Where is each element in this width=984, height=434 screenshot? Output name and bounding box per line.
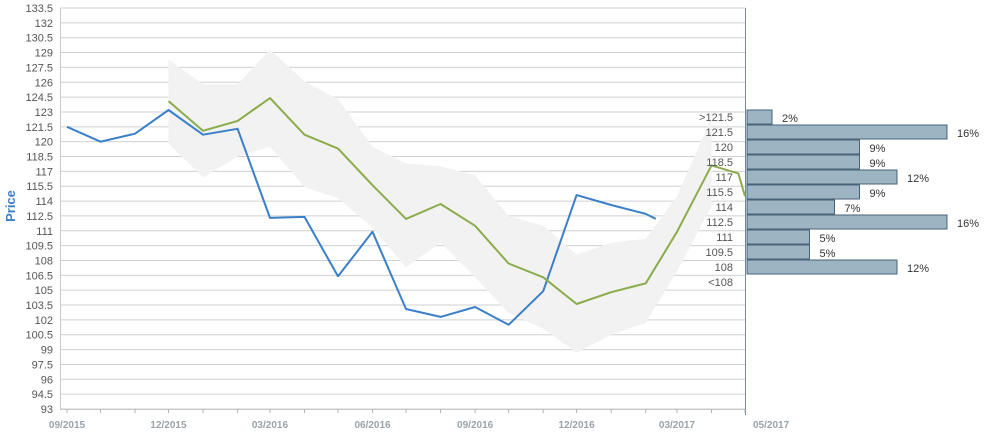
y-axis-label: Price <box>3 190 18 222</box>
histogram-percent-label: 16% <box>957 218 979 230</box>
histogram-bar <box>746 259 898 275</box>
histogram-percent-label: 5% <box>820 248 836 260</box>
histogram-percent-label: 12% <box>907 263 929 275</box>
y-tick-label: 97.5 <box>32 359 53 371</box>
histogram-bar <box>746 229 810 245</box>
y-tick-label: 108 <box>35 255 53 267</box>
y-tick-label: 111 <box>36 226 53 238</box>
x-tick-label: 03/2016 <box>252 420 289 431</box>
histogram-percent-label: 9% <box>870 188 886 200</box>
histogram-bar <box>746 244 810 260</box>
y-tick-label: 112.5 <box>26 211 53 223</box>
y-tick-label: 123 <box>35 107 53 119</box>
histogram-bar <box>746 184 860 200</box>
histogram-bin-label: 111 <box>716 232 733 244</box>
histogram-bin-label: 115.5 <box>706 187 733 199</box>
y-tick-label: 114 <box>35 196 53 208</box>
histogram-bin-label: 109.5 <box>705 247 733 259</box>
histogram-bin-label: 112.5 <box>706 217 733 229</box>
histogram-percent-label: 2% <box>782 113 798 125</box>
y-tick-label: 105 <box>35 285 53 297</box>
y-tick-label: 100.5 <box>25 330 53 342</box>
histogram-percent-label: 9% <box>870 158 886 170</box>
x-tick-label: 09/2015 <box>49 420 86 431</box>
x-tick-label: 05/2017 <box>753 420 790 431</box>
y-tick-label: 117 <box>35 166 53 178</box>
y-tick-label: 94.5 <box>32 389 53 401</box>
y-tick-label: 99 <box>41 345 53 357</box>
y-tick-label: 103.5 <box>25 300 53 312</box>
y-tick-label: 129 <box>35 48 53 60</box>
x-tick-label: 12/2015 <box>150 420 187 431</box>
histogram-bar <box>746 109 773 125</box>
histogram-bin-label: 118.5 <box>706 157 733 169</box>
forecast-band <box>168 49 712 353</box>
y-tick-label: 132 <box>35 18 53 30</box>
y-tick-label: 118.5 <box>26 152 53 164</box>
y-tick-label: 102 <box>35 315 53 327</box>
y-tick-label: 124.5 <box>25 92 53 104</box>
y-tick-label: 127.5 <box>25 62 53 74</box>
x-tick-label: 03/2017 <box>659 420 696 431</box>
histogram-percent-label: 5% <box>820 233 836 245</box>
histogram-percent-label: 7% <box>845 203 861 215</box>
y-tick-label: 109.5 <box>25 241 53 253</box>
y-tick-label: 121.5 <box>25 122 53 134</box>
histogram-bar <box>746 124 948 140</box>
histogram-bin-label: >121.5 <box>699 112 733 124</box>
histogram-bin-label: 108 <box>715 262 733 274</box>
histogram-bin-label: 121.5 <box>705 127 733 139</box>
histogram-percent-label: 16% <box>957 128 979 140</box>
y-tick-label: 130.5 <box>25 33 53 45</box>
y-tick-label: 115.5 <box>26 181 53 193</box>
histogram-bar <box>746 169 898 185</box>
histogram-bar <box>746 199 835 215</box>
histogram-bin-label: 120 <box>715 142 733 154</box>
histogram-percent-label: 12% <box>907 173 929 185</box>
series-line-1 <box>66 109 657 326</box>
y-tick-label: 93 <box>41 404 53 416</box>
histogram-bin-label: 117 <box>715 172 733 184</box>
series-line-2 <box>167 97 746 305</box>
histogram-percent-label: 9% <box>870 143 886 155</box>
y-tick-label: 106.5 <box>25 270 53 282</box>
x-tick-label: 06/2016 <box>354 420 391 431</box>
x-tick-label: 09/2016 <box>457 420 494 431</box>
y-tick-label: 126 <box>35 77 53 89</box>
y-tick-label: 133.5 <box>25 3 53 15</box>
histogram-bar <box>746 214 948 230</box>
y-tick-label: 96 <box>41 374 53 386</box>
x-tick-label: 12/2016 <box>559 420 596 431</box>
histogram-bin-label: 114 <box>715 202 733 214</box>
histogram-bin-label: <108 <box>708 277 733 289</box>
histogram-bar <box>746 154 860 170</box>
y-tick-label: 120 <box>35 137 53 149</box>
histogram-bar <box>746 139 860 155</box>
